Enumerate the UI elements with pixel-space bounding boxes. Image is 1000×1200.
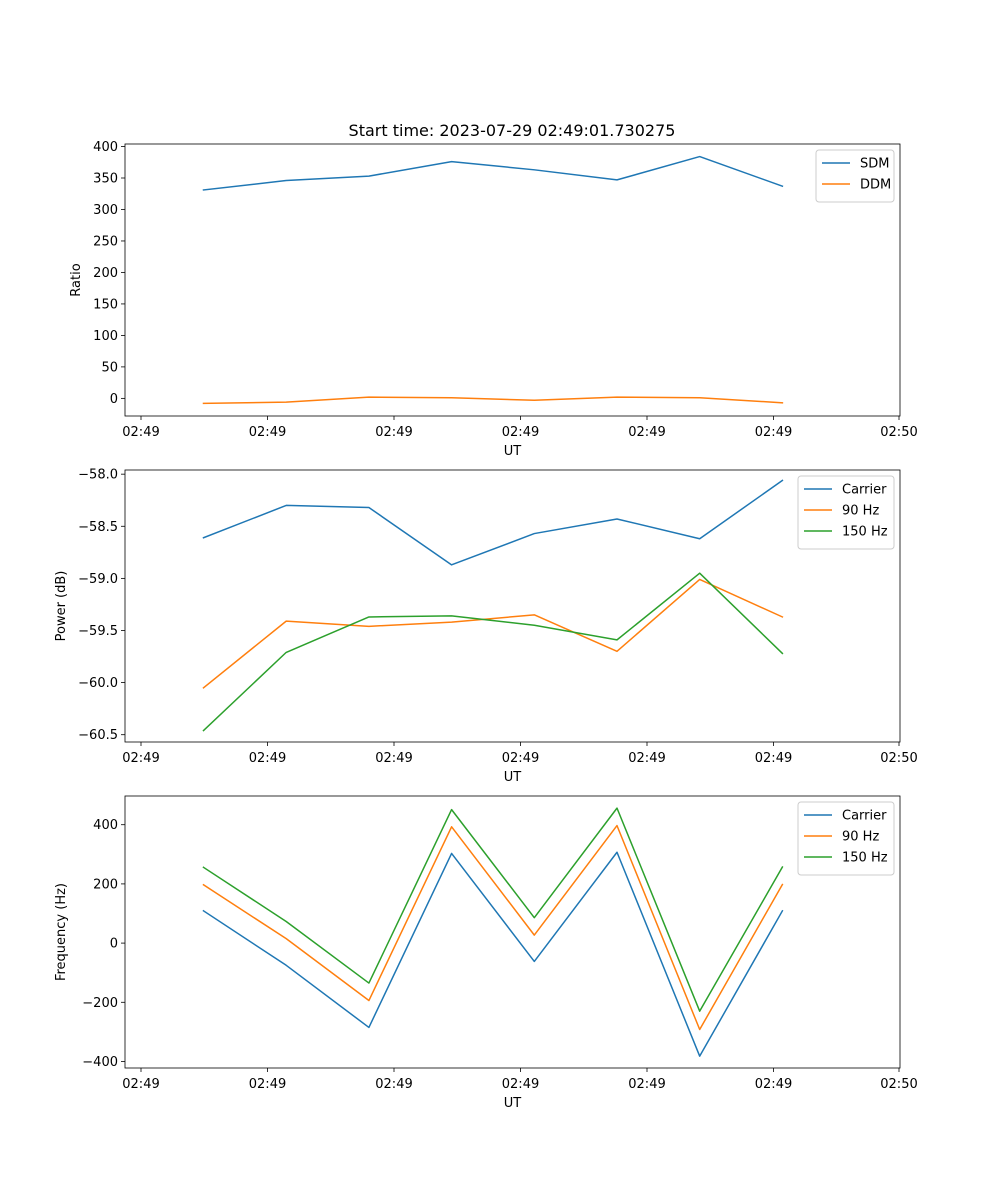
x-axis-label: UT	[504, 770, 522, 785]
series-line-carrier	[202, 479, 784, 566]
legend-label: Carrier	[842, 483, 887, 498]
x-tick-label: 02:49	[249, 1077, 286, 1092]
x-tick-label: 02:49	[249, 425, 286, 440]
y-tick-label: 200	[93, 877, 118, 892]
y-axis-label: Power (dB)	[54, 571, 69, 642]
legend-label: 90 Hz	[842, 830, 879, 845]
x-axis-label: UT	[504, 1096, 522, 1111]
legend-label: SDM	[860, 157, 889, 172]
legend-label: 150 Hz	[842, 851, 888, 866]
plot-frame	[124, 795, 901, 1069]
y-tick-label: −58.0	[78, 468, 118, 483]
y-tick-label: −200	[82, 996, 118, 1011]
y-axis-label: Ratio	[69, 263, 84, 296]
y-tick-label: 50	[101, 360, 118, 375]
legend-label: DDM	[860, 178, 891, 193]
x-tick-label: 02:49	[375, 751, 412, 766]
y-tick-label: 300	[93, 203, 118, 218]
x-tick-label: 02:49	[375, 1077, 412, 1092]
x-tick-label: 02:49	[122, 751, 159, 766]
legend: Carrier 90 Hz 150 Hz	[797, 801, 895, 876]
y-tick-label: −60.0	[78, 676, 118, 691]
x-tick-label: 02:49	[628, 425, 665, 440]
y-tick-label: 200	[93, 266, 118, 281]
plot-frame	[124, 143, 901, 417]
x-tick-label: 02:49	[755, 1077, 792, 1092]
series-line-150-hz	[202, 807, 784, 1012]
series-line-sdm	[202, 155, 784, 191]
plot-frame	[124, 469, 901, 743]
y-tick-label: 0	[110, 392, 118, 407]
y-tick-label: −58.5	[78, 520, 118, 535]
series-line-ddm	[202, 396, 784, 405]
y-tick-label: −59.0	[78, 572, 118, 587]
legend-label: 90 Hz	[842, 504, 879, 519]
chart-3: −400 −200 0 200 400 02:49 02:49 02:49 02:49 02:49…	[54, 795, 918, 1111]
chart-1: 0 50 100 150 200 250 300 350 400 02:49 02:49 02:49 0…	[69, 140, 918, 459]
y-axis-label: Frequency (Hz)	[54, 883, 69, 981]
x-tick-label: 02:50	[880, 425, 917, 440]
y-tick-label: 400	[93, 140, 118, 155]
series-line-carrier	[202, 851, 784, 1057]
y-tick-label: 150	[93, 297, 118, 312]
series-line-90-hz	[202, 578, 784, 689]
chart-2: −60.5 −60.0 −59.5 −59.0 −58.5 −58.0 02:49 02:49…	[54, 468, 918, 785]
figure-title: Start time: 2023-07-29 02:49:01.730275	[349, 121, 676, 140]
y-tick-label: 100	[93, 329, 118, 344]
x-tick-label: 02:49	[502, 751, 539, 766]
x-tick-label: 02:49	[755, 425, 792, 440]
legend-label: Carrier	[842, 809, 887, 824]
x-tick-label: 02:49	[628, 751, 665, 766]
x-tick-label: 02:49	[502, 1077, 539, 1092]
x-axis-label: UT	[504, 444, 522, 459]
y-tick-label: −59.5	[78, 624, 118, 639]
y-tick-label: 350	[93, 172, 118, 187]
x-tick-label: 02:49	[628, 1077, 665, 1092]
x-tick-label: 02:49	[502, 425, 539, 440]
series-line-150-hz	[202, 572, 784, 732]
x-tick-label: 02:50	[880, 1077, 917, 1092]
y-tick-label: −60.5	[78, 728, 118, 743]
y-tick-label: −400	[82, 1055, 118, 1070]
x-tick-label: 02:49	[375, 425, 412, 440]
legend-label: 150 Hz	[842, 525, 888, 540]
y-tick-label: 0	[110, 937, 118, 952]
x-tick-label: 02:49	[249, 751, 286, 766]
x-tick-label: 02:49	[122, 1077, 159, 1092]
series-line-90-hz	[202, 824, 784, 1031]
x-tick-label: 02:49	[122, 425, 159, 440]
x-tick-label: 02:50	[880, 751, 917, 766]
y-tick-label: 250	[93, 234, 118, 249]
legend: Carrier 90 Hz 150 Hz	[797, 475, 895, 550]
legend: SDM DDM	[815, 149, 895, 203]
y-tick-label: 400	[93, 818, 118, 833]
x-tick-label: 02:49	[755, 751, 792, 766]
